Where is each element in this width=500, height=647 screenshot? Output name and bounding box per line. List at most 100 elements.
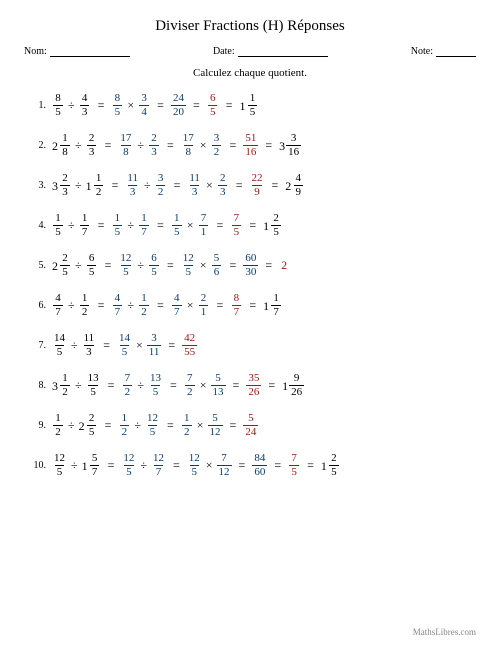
operator: ×: [202, 458, 217, 473]
equals: =: [223, 138, 244, 153]
equals: =: [261, 378, 282, 393]
equals: =: [105, 178, 126, 193]
operator: ÷: [71, 258, 86, 273]
fraction: 23: [217, 173, 229, 198]
note-line: [436, 45, 476, 57]
worksheet-page: Diviser Fractions (H) Réponses Nom: Date…: [0, 0, 500, 647]
operator: ×: [196, 258, 211, 273]
equals: =: [265, 178, 286, 193]
operator: ÷: [64, 98, 79, 113]
equals: =: [258, 138, 279, 153]
fraction: 178: [118, 133, 133, 158]
fraction: 85: [52, 93, 64, 118]
equals: =: [150, 298, 171, 313]
fraction: 712: [217, 453, 232, 478]
problem-number: 10.: [24, 460, 52, 471]
fraction: 25: [59, 253, 71, 278]
fraction: 135: [86, 373, 101, 398]
mixed-number: 125: [263, 213, 282, 238]
page-title: Diviser Fractions (H) Réponses: [24, 18, 476, 35]
mixed-number: 218: [52, 133, 71, 158]
fraction: 43: [79, 93, 91, 118]
fraction: 49: [292, 173, 304, 198]
fraction: 524: [243, 413, 258, 438]
operator: ÷: [64, 298, 79, 313]
fraction: 125: [181, 253, 196, 278]
operator: ÷: [71, 138, 86, 153]
operator: ÷: [133, 258, 148, 273]
mixed-number: 249: [285, 173, 304, 198]
equals: =: [160, 258, 181, 273]
fraction: 125: [121, 453, 136, 478]
fraction: 125: [187, 453, 202, 478]
fraction: 12: [118, 413, 130, 438]
fraction: 15: [171, 213, 183, 238]
operator: ×: [193, 418, 208, 433]
meta-row: Nom: Date: Note:: [24, 45, 476, 57]
equals: =: [210, 218, 231, 233]
equals: =: [163, 378, 184, 393]
fraction: 57: [89, 453, 101, 478]
note-field: Note:: [411, 45, 476, 57]
fraction: 17: [270, 293, 282, 318]
date-field: Date:: [213, 45, 328, 57]
fraction: 21: [198, 293, 210, 318]
equals: =: [166, 458, 187, 473]
fraction: 65: [148, 253, 160, 278]
operator: ×: [196, 378, 211, 393]
fraction: 47: [52, 293, 64, 318]
operator: ×: [183, 218, 198, 233]
fraction: 113: [187, 173, 202, 198]
problem-row: 5.225÷65=125÷65=125×56=6030=2: [24, 253, 476, 278]
problem-row: 8.312÷135=72÷135=72×513=3526=1926: [24, 373, 476, 398]
fraction: 75: [230, 213, 242, 238]
equals: =: [150, 218, 171, 233]
problem-number: 2.: [24, 140, 52, 151]
operator: ÷: [67, 458, 82, 473]
fraction: 17: [79, 213, 91, 238]
instruction: Calculez chaque quotient.: [24, 67, 476, 79]
fraction: 12: [138, 293, 150, 318]
equals: =: [258, 258, 279, 273]
fraction: 34: [138, 93, 150, 118]
operator: ÷: [64, 418, 79, 433]
fraction: 127: [151, 453, 166, 478]
equals: =: [96, 338, 117, 353]
name-field: Nom:: [24, 45, 130, 57]
operator: ÷: [123, 298, 138, 313]
fraction: 87: [230, 293, 242, 318]
equals: =: [101, 458, 122, 473]
equals: =: [229, 178, 250, 193]
date-label: Date:: [213, 46, 235, 57]
fraction: 12: [52, 413, 64, 438]
problem-row: 9.12÷225=12÷125=12×512=524: [24, 413, 476, 438]
fraction: 75: [288, 453, 300, 478]
fraction: 15: [247, 93, 259, 118]
fraction: 125: [118, 253, 133, 278]
fraction: 2420: [171, 93, 186, 118]
fraction: 17: [138, 213, 150, 238]
fraction: 12: [79, 293, 91, 318]
fraction: 316: [286, 133, 301, 158]
operator: ÷: [67, 338, 82, 353]
operator: ×: [202, 178, 217, 193]
fraction: 65: [207, 93, 219, 118]
fraction: 25: [270, 213, 282, 238]
fraction: 47: [171, 293, 183, 318]
fraction: 12: [93, 173, 105, 198]
equals: =: [150, 98, 171, 113]
problem-row: 1.85÷43=85×34=2420=65=115: [24, 93, 476, 118]
operator: ÷: [136, 458, 151, 473]
equals: =: [223, 418, 244, 433]
mixed-number: 225: [52, 253, 71, 278]
fraction: 3526: [246, 373, 261, 398]
equals: =: [91, 98, 112, 113]
problem-number: 1.: [24, 100, 52, 111]
operator: ÷: [71, 178, 86, 193]
equals: =: [226, 378, 247, 393]
mixed-number: 117: [263, 293, 282, 318]
fraction: 4255: [182, 333, 197, 358]
fraction: 145: [117, 333, 132, 358]
fraction: 512: [208, 413, 223, 438]
fraction: 18: [59, 133, 71, 158]
